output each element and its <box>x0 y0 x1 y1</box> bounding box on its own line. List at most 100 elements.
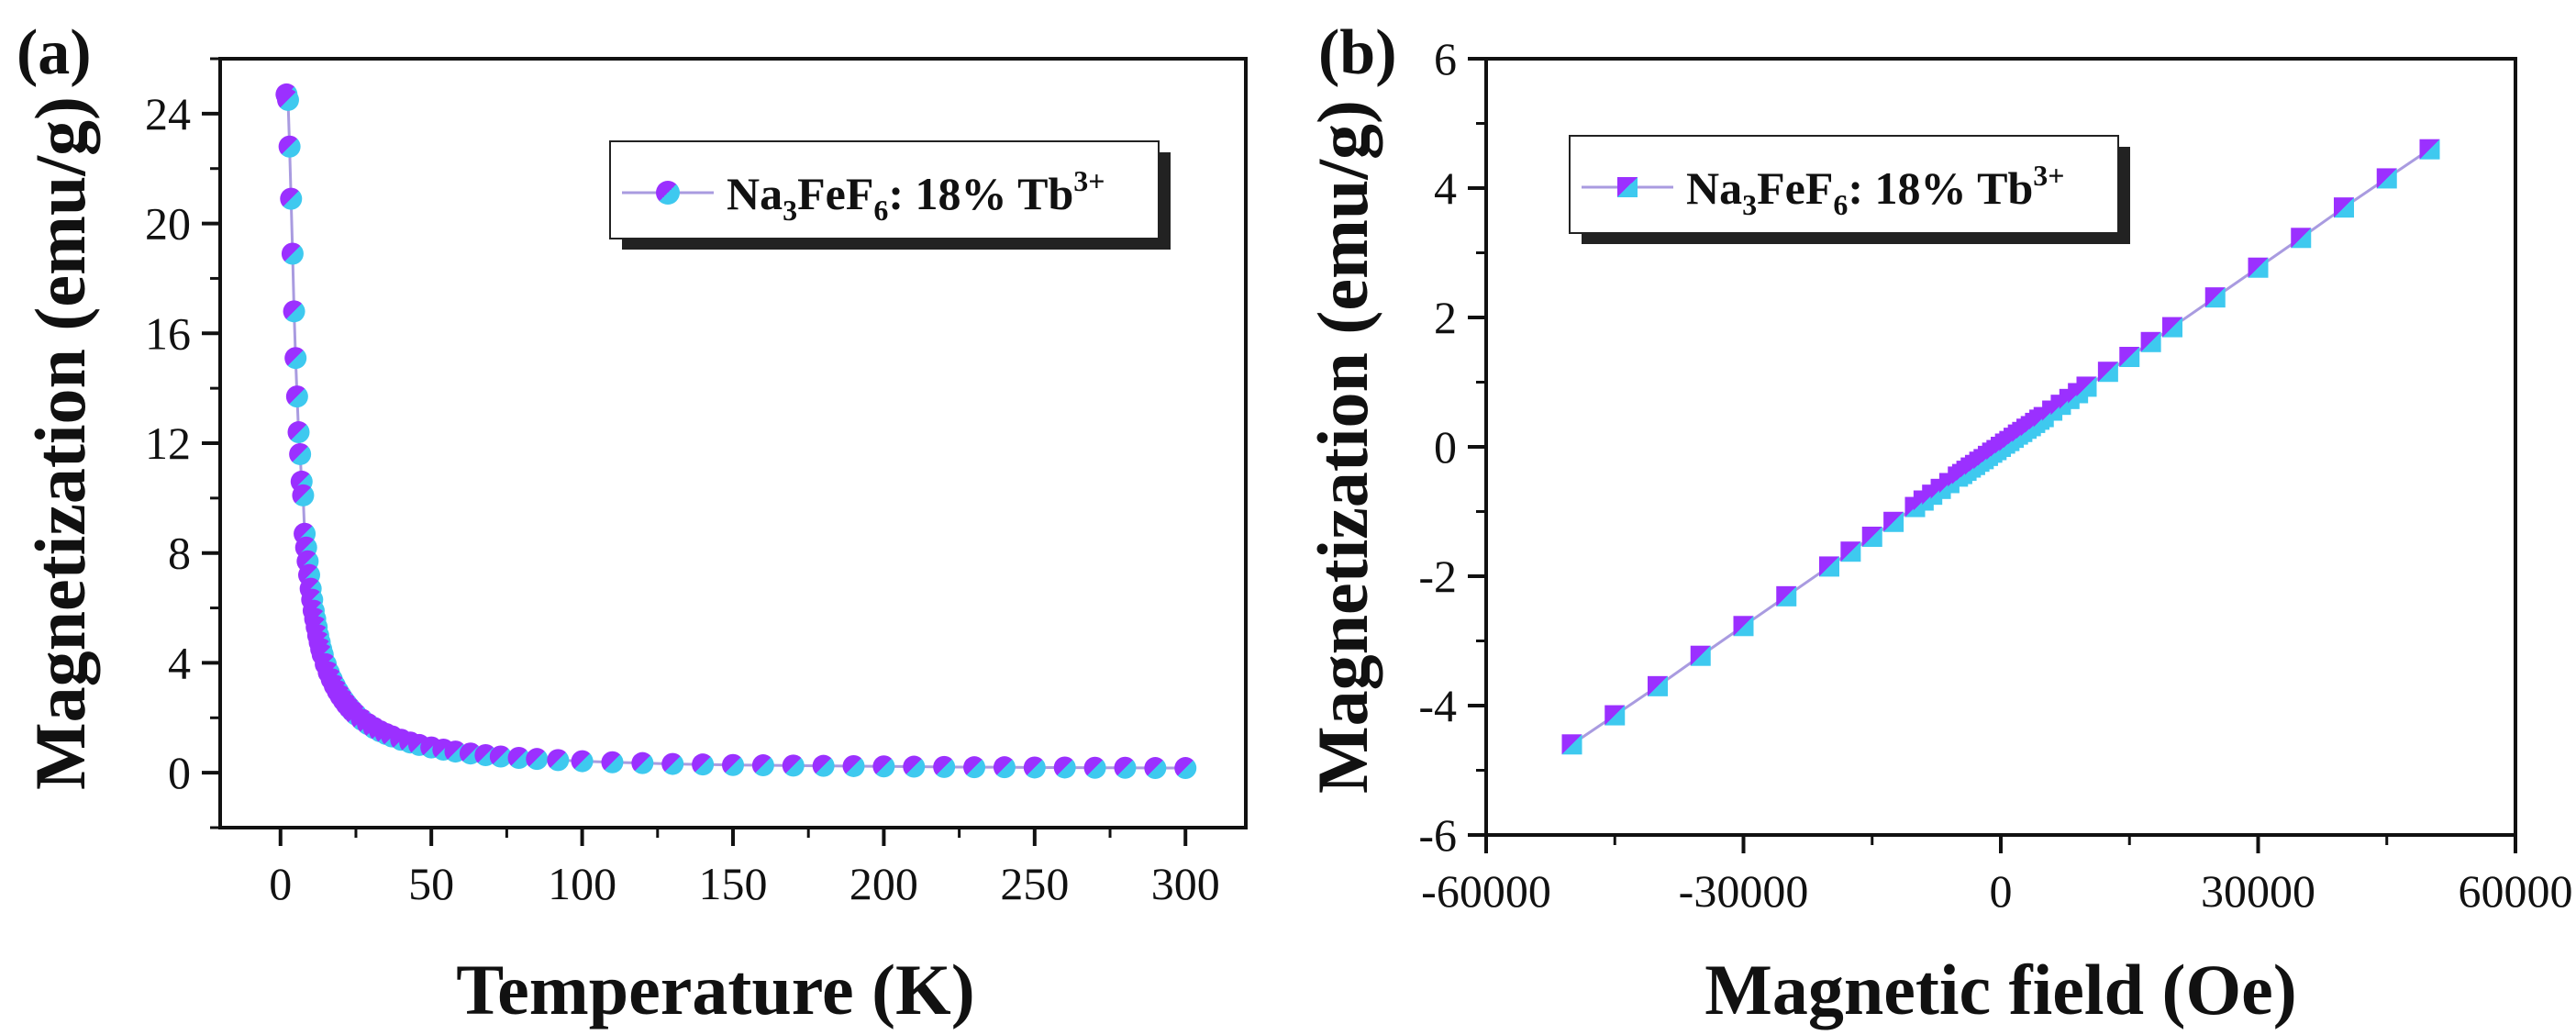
panel-label-b: (b) <box>1318 17 1397 88</box>
x-tick-labels-b: -60000 -30000 0 30000 60000 <box>1421 865 2572 917</box>
data-point <box>661 752 684 775</box>
legend-part: 3+ <box>2033 159 2064 192</box>
data-point <box>1690 645 1711 666</box>
y-tick-label: 4 <box>168 637 191 688</box>
data-point <box>963 756 986 779</box>
y-tick-label: 6 <box>1434 33 1457 84</box>
axis-ticks-a <box>202 57 1188 846</box>
series-b <box>1561 139 2440 755</box>
data-point <box>2291 228 2312 249</box>
x-tick-label: 0 <box>269 858 292 909</box>
data-point <box>782 754 805 777</box>
legend-part: 3 <box>783 194 797 227</box>
data-point <box>2119 347 2140 368</box>
data-point <box>812 754 835 777</box>
y-tick-label: 0 <box>168 747 191 798</box>
legend-part: 3+ <box>1073 164 1105 197</box>
data-point <box>547 749 570 772</box>
data-point <box>933 755 956 778</box>
data-point <box>287 421 310 444</box>
x-axis-title-b: Magnetic field (Oe) <box>1704 950 2296 1029</box>
data-point <box>842 754 865 777</box>
data-point <box>903 755 926 778</box>
chart-a: (a) 0 50 100 150 200 250 300 0 4 8 12 16… <box>17 17 1248 1029</box>
legend-label-b: Na3FeF6: 18% Tb3+ <box>1686 159 2065 221</box>
legend-part: Na <box>727 168 783 219</box>
series-a <box>275 83 1197 780</box>
x-tick-label: 200 <box>849 858 918 909</box>
x-tick-label: 100 <box>548 858 616 909</box>
legend-box <box>609 140 1160 239</box>
y-tick-label: 8 <box>168 528 191 579</box>
data-point <box>526 748 549 771</box>
data-point <box>1733 616 1754 637</box>
x-tick-label: -30000 <box>1679 865 1809 917</box>
legend-b: Na3FeF6: 18% Tb3+ <box>1569 135 2130 244</box>
data-point <box>601 751 624 773</box>
data-point <box>285 385 308 408</box>
data-point <box>1023 756 1046 779</box>
data-point <box>1604 705 1626 726</box>
x-axis-title-a: Temperature (K) <box>456 950 974 1029</box>
data-point <box>2076 376 2097 397</box>
y-tick-label: -6 <box>1418 809 1457 861</box>
data-point <box>1174 757 1197 780</box>
data-point <box>1114 756 1137 779</box>
axis-ticks-b <box>1468 57 2517 853</box>
legend-part: 6 <box>1833 188 1848 221</box>
y-tick-label: 16 <box>145 307 191 359</box>
data-point <box>631 751 654 774</box>
y-axis-title-a: Magnetization (emu/g) <box>20 96 100 790</box>
data-point <box>1883 511 1904 532</box>
data-point <box>2204 287 2226 308</box>
y-tick-label: 0 <box>1434 421 1457 473</box>
data-point <box>1144 757 1167 780</box>
data-point <box>872 755 895 778</box>
data-point <box>507 746 530 769</box>
y-axis-title-b: Magnetization (emu/g) <box>1303 100 1382 794</box>
data-point <box>1840 541 1861 562</box>
data-point <box>571 750 594 773</box>
legend-part: 3 <box>1742 188 1757 221</box>
y-tick-label: -4 <box>1418 680 1457 731</box>
data-point <box>489 745 512 768</box>
y-tick-label: -2 <box>1418 551 1457 602</box>
data-point <box>1819 556 1839 577</box>
y-tick-labels-b: -6 -4 -2 0 2 4 6 <box>1418 33 1457 861</box>
x-tick-label: 30000 <box>2201 865 2315 917</box>
x-tick-label: 50 <box>408 858 454 909</box>
y-tick-label: 4 <box>1434 162 1457 214</box>
y-tick-label: 24 <box>145 88 191 139</box>
data-point <box>2248 257 2269 278</box>
data-point <box>276 88 299 111</box>
x-tick-label: 60000 <box>2459 865 2573 917</box>
legend-marker-square <box>1617 177 1638 197</box>
data-point <box>280 187 303 210</box>
data-point <box>289 442 312 465</box>
data-point <box>283 300 305 323</box>
data-point <box>993 756 1016 779</box>
data-point <box>284 347 307 370</box>
data-point <box>2162 317 2182 338</box>
x-tick-label: 250 <box>1000 858 1069 909</box>
data-point <box>1648 675 1668 696</box>
legend-part: : 18% Tb <box>888 168 1073 219</box>
x-tick-labels-a: 0 50 100 150 200 250 300 <box>269 858 1219 909</box>
data-point <box>2097 362 2118 383</box>
legend-part: 6 <box>873 194 888 227</box>
legend-label-a: Na3FeF6: 18% Tb3+ <box>727 164 1105 227</box>
panel-label-a: (a) <box>17 17 92 88</box>
y-tick-label: 20 <box>145 198 191 250</box>
data-point <box>281 242 304 265</box>
legend-part: Na <box>1686 162 1742 214</box>
data-point <box>292 484 315 506</box>
legend-marker-circle <box>656 181 680 205</box>
legend-part: FeF <box>797 168 873 219</box>
y-tick-label: 12 <box>145 417 191 469</box>
x-tick-label: 300 <box>1151 858 1220 909</box>
legend-a: Na3FeF6: 18% Tb3+ <box>609 140 1171 250</box>
data-point <box>2140 331 2161 352</box>
data-point <box>692 753 715 776</box>
x-tick-label: 150 <box>699 858 768 909</box>
